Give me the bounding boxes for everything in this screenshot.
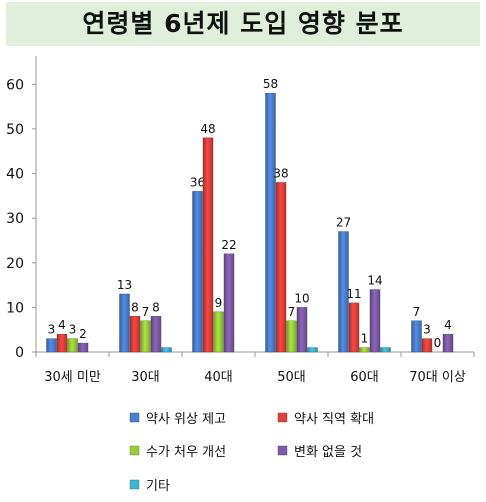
data-label: 3 bbox=[69, 323, 77, 337]
y-tick-label: 30 bbox=[6, 211, 24, 227]
bar bbox=[67, 338, 78, 353]
legend-swatch bbox=[129, 412, 140, 423]
legend-swatch bbox=[277, 412, 288, 423]
bar bbox=[213, 311, 224, 353]
legend-swatch bbox=[129, 479, 140, 490]
legend-swatch bbox=[277, 445, 288, 456]
data-label: 8 bbox=[131, 300, 139, 314]
x-tick-label: 40대 bbox=[204, 370, 233, 385]
bar bbox=[359, 347, 370, 353]
bar bbox=[129, 316, 141, 353]
data-label: 48 bbox=[200, 122, 215, 136]
y-tick-label: 10 bbox=[6, 300, 24, 316]
bar bbox=[161, 347, 172, 353]
bar bbox=[56, 333, 68, 353]
legend-swatch bbox=[129, 445, 140, 456]
data-label: 38 bbox=[273, 166, 288, 180]
bar bbox=[411, 320, 422, 353]
bar bbox=[77, 342, 89, 353]
bar bbox=[119, 293, 130, 353]
data-label: 3 bbox=[48, 323, 56, 337]
bar bbox=[265, 93, 276, 353]
legend-label: 수가 처우 개선 bbox=[146, 445, 226, 460]
bar bbox=[421, 338, 433, 353]
x-tick-label: 70대 이상 bbox=[409, 370, 466, 385]
y-tick-label: 40 bbox=[6, 167, 24, 183]
bar bbox=[380, 347, 391, 353]
x-tick-label: 60대 bbox=[350, 370, 379, 385]
bar bbox=[307, 347, 318, 353]
data-label: 0 bbox=[434, 336, 442, 350]
data-label: 7 bbox=[142, 305, 150, 319]
data-label: 14 bbox=[367, 274, 382, 288]
chart-title: 연령별 6년제 도입 영향 분포 bbox=[82, 9, 404, 38]
data-label: 4 bbox=[58, 318, 66, 332]
bar bbox=[140, 320, 151, 353]
bar bbox=[46, 338, 57, 353]
legend-label: 약사 위상 제고 bbox=[146, 412, 226, 427]
bar bbox=[202, 137, 214, 353]
bar bbox=[369, 289, 381, 353]
data-label: 9 bbox=[215, 296, 223, 310]
bar bbox=[286, 320, 297, 353]
x-tick-label: 30세 미만 bbox=[44, 370, 101, 385]
title-banner: 연령별 6년제 도입 영향 분포 bbox=[6, 2, 480, 46]
data-label: 36 bbox=[190, 175, 205, 189]
bar bbox=[296, 307, 308, 353]
data-label: 4 bbox=[444, 318, 452, 332]
data-label: 8 bbox=[152, 300, 160, 314]
bar bbox=[338, 231, 349, 353]
legend-label: 약사 직역 확대 bbox=[294, 412, 374, 427]
bar bbox=[150, 316, 162, 353]
bar bbox=[348, 302, 360, 353]
data-label: 3 bbox=[423, 323, 431, 337]
y-tick-label: 0 bbox=[15, 345, 24, 361]
data-label: 1 bbox=[361, 332, 369, 346]
x-tick-label: 50대 bbox=[277, 370, 306, 385]
legend-label: 기타 bbox=[146, 479, 170, 494]
data-label: 2 bbox=[79, 327, 87, 341]
data-label: 7 bbox=[288, 305, 296, 319]
legend-label: 변화 없을 것 bbox=[294, 445, 362, 460]
data-label: 11 bbox=[346, 287, 361, 301]
data-label: 27 bbox=[336, 216, 351, 230]
data-label: 13 bbox=[117, 278, 132, 292]
bar bbox=[192, 191, 203, 353]
y-tick-label: 20 bbox=[6, 256, 24, 272]
y-tick-label: 60 bbox=[6, 77, 24, 93]
bar bbox=[223, 253, 235, 353]
bar bbox=[442, 333, 454, 353]
bar bbox=[275, 182, 287, 353]
x-tick-label: 30대 bbox=[131, 370, 160, 385]
data-label: 10 bbox=[294, 291, 309, 305]
data-label: 22 bbox=[221, 238, 236, 252]
data-label: 58 bbox=[263, 77, 278, 91]
y-tick-label: 50 bbox=[6, 122, 24, 138]
data-label: 7 bbox=[413, 305, 421, 319]
